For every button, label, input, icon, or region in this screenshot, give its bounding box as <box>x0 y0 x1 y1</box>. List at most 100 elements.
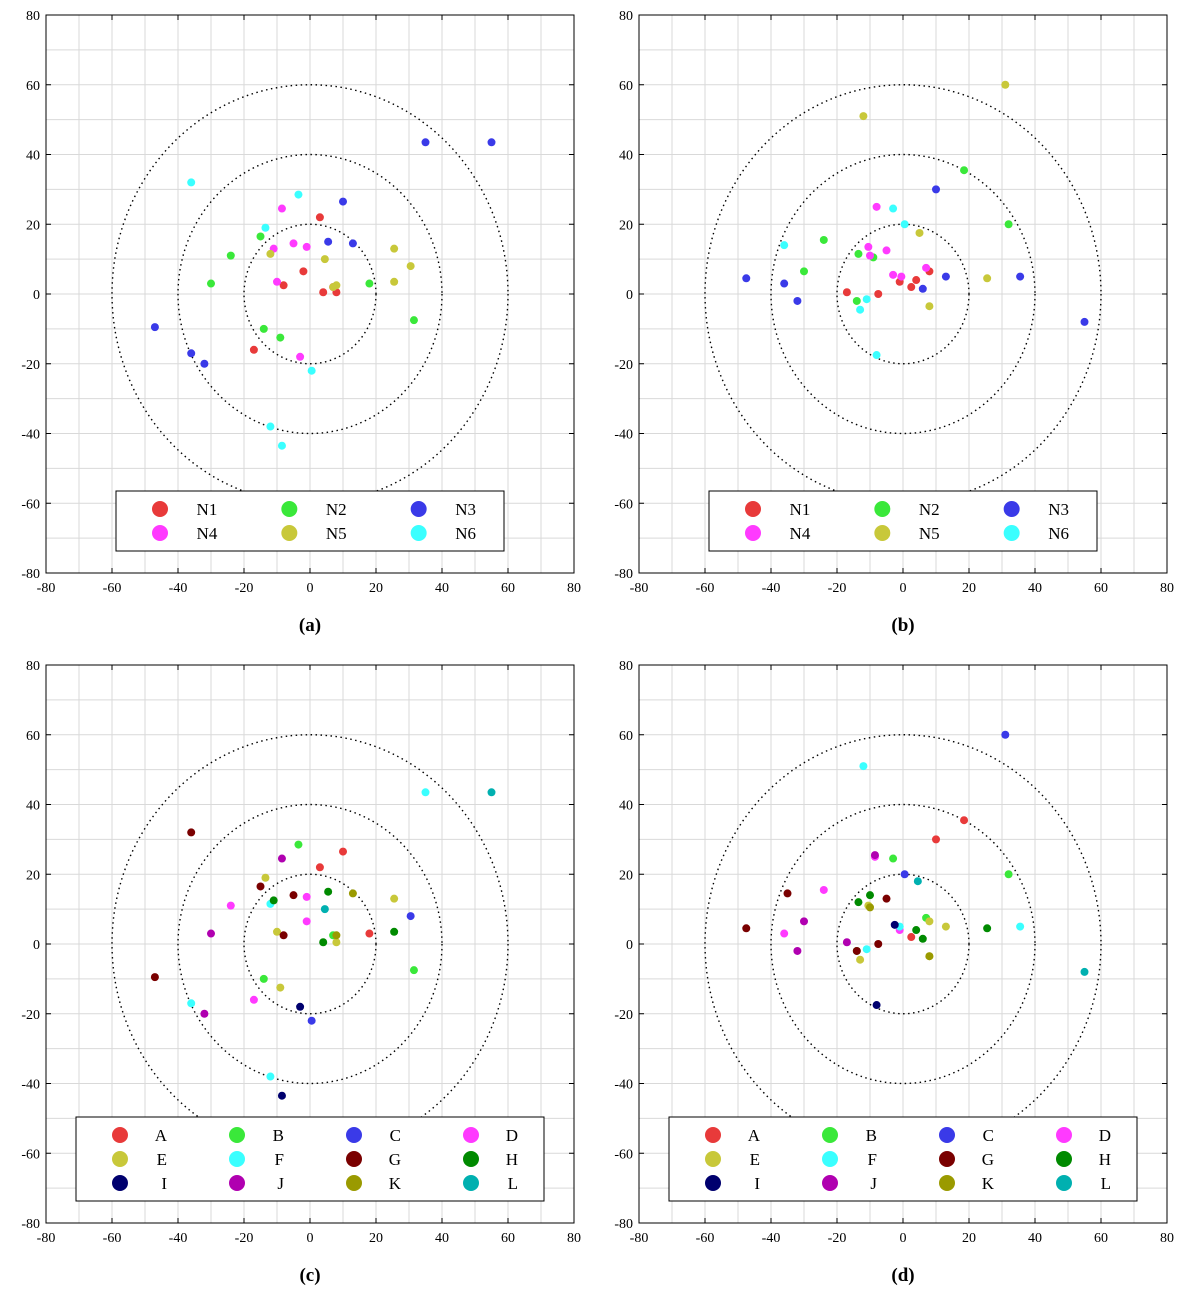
data-point <box>320 905 329 914</box>
y-tick-label: 60 <box>619 729 633 744</box>
data-point <box>859 112 868 121</box>
data-point <box>187 999 196 1008</box>
legend-marker <box>1056 1127 1072 1143</box>
series-n2 <box>207 232 418 342</box>
data-point <box>960 166 969 175</box>
data-point <box>150 323 159 332</box>
scatter-panel-b: -80 -60 -40 -20 0 20 40 60 80 -80 -60 -40 -20 0 20 40 60… <box>614 9 1174 596</box>
data-point <box>912 276 921 285</box>
legend-marker <box>705 1151 721 1167</box>
y-tick-label: 60 <box>619 79 633 94</box>
data-point <box>852 296 861 305</box>
data-point <box>409 966 418 975</box>
y-tick-label: 20 <box>619 218 633 233</box>
legend: A B C D E F G H I J K L <box>668 1116 1138 1202</box>
x-tick-label: -40 <box>169 581 188 596</box>
series-l <box>320 788 496 914</box>
data-point <box>299 267 308 276</box>
grid-lines <box>638 14 1168 574</box>
reference-circle-20 <box>836 223 970 365</box>
data-point <box>226 901 235 910</box>
legend-marker <box>1003 525 1020 541</box>
data-point <box>890 920 899 929</box>
reference-circle-60 <box>704 734 1102 1154</box>
data-point <box>390 277 399 286</box>
legend-marker <box>229 1175 245 1191</box>
data-point <box>862 295 871 304</box>
legend-label: N2 <box>326 500 347 519</box>
y-tick-label: -80 <box>21 1217 40 1232</box>
reference-circle-60 <box>111 734 509 1154</box>
data-point <box>874 290 883 298</box>
legend-marker <box>705 1127 721 1143</box>
data-point <box>150 973 159 982</box>
series-e <box>261 873 399 992</box>
legend-label: N5 <box>919 524 940 543</box>
legend-marker <box>939 1175 955 1191</box>
series-d <box>226 892 311 1004</box>
data-point <box>856 305 865 314</box>
data-point <box>315 213 324 222</box>
y-tick-label: 80 <box>619 659 633 674</box>
data-point <box>390 927 399 936</box>
series-j <box>200 854 286 1018</box>
data-point <box>319 288 328 297</box>
data-point <box>922 263 931 272</box>
data-point <box>302 242 311 251</box>
legend-label: N5 <box>326 524 347 543</box>
data-point <box>294 840 303 849</box>
data-point <box>819 885 828 894</box>
x-tick-label: -20 <box>235 581 254 596</box>
x-tick-label: -80 <box>630 581 649 596</box>
data-point <box>409 316 418 325</box>
legend-label: I <box>161 1174 167 1193</box>
y-tick-label: -60 <box>614 497 633 512</box>
x-tick-label: 20 <box>369 581 383 596</box>
legend-marker <box>705 1175 721 1191</box>
legend-marker <box>112 1127 128 1143</box>
data-point <box>1016 922 1025 931</box>
y-tick-label: -80 <box>614 1217 633 1232</box>
x-tick-label: -80 <box>630 1231 649 1246</box>
legend: A B C D E F G H I J K L <box>75 1116 545 1202</box>
legend-label: L <box>508 1174 518 1193</box>
data-point <box>487 788 496 797</box>
data-point <box>925 302 934 311</box>
data-point <box>1080 967 1089 976</box>
data-point <box>897 272 906 281</box>
series-a <box>907 816 969 942</box>
reference-circle-60 <box>111 84 509 504</box>
panel-caption-d: (d) <box>891 1265 915 1286</box>
y-tick-label: -20 <box>614 1008 633 1023</box>
data-point <box>800 267 808 276</box>
data-point <box>780 279 789 288</box>
series-f <box>859 762 1025 954</box>
y-tick-label: 0 <box>626 938 633 953</box>
grid-lines <box>45 14 575 574</box>
data-point <box>406 262 415 271</box>
x-tick-label: 20 <box>962 1231 976 1246</box>
data-point <box>226 251 235 260</box>
data-point <box>277 204 286 213</box>
data-point <box>320 255 329 264</box>
legend-label: N6 <box>455 524 476 543</box>
data-point <box>915 228 924 237</box>
panel-caption-b: (b) <box>891 615 915 636</box>
reference-circle-20 <box>243 873 377 1015</box>
data-point <box>866 251 874 260</box>
data-point <box>249 995 258 1004</box>
x-tick-label: -60 <box>103 1231 122 1246</box>
y-tick-label: -40 <box>614 1078 633 1093</box>
scatter-panel-a: -80 -60 -40 -20 0 20 40 60 80 -80 -60 -40 -20 0 20 40 60… <box>21 9 581 596</box>
legend-label: B <box>866 1126 877 1145</box>
y-tick-label: -40 <box>614 428 633 443</box>
data-point <box>294 190 303 199</box>
legend-marker <box>822 1151 838 1167</box>
x-tick-label: 40 <box>435 1231 449 1246</box>
x-tick-label: -20 <box>828 581 847 596</box>
series-n1 <box>249 213 341 354</box>
legend-label: A <box>155 1126 168 1145</box>
legend-marker <box>346 1175 362 1191</box>
x-tick-label: -80 <box>37 581 56 596</box>
data-point <box>259 324 268 333</box>
